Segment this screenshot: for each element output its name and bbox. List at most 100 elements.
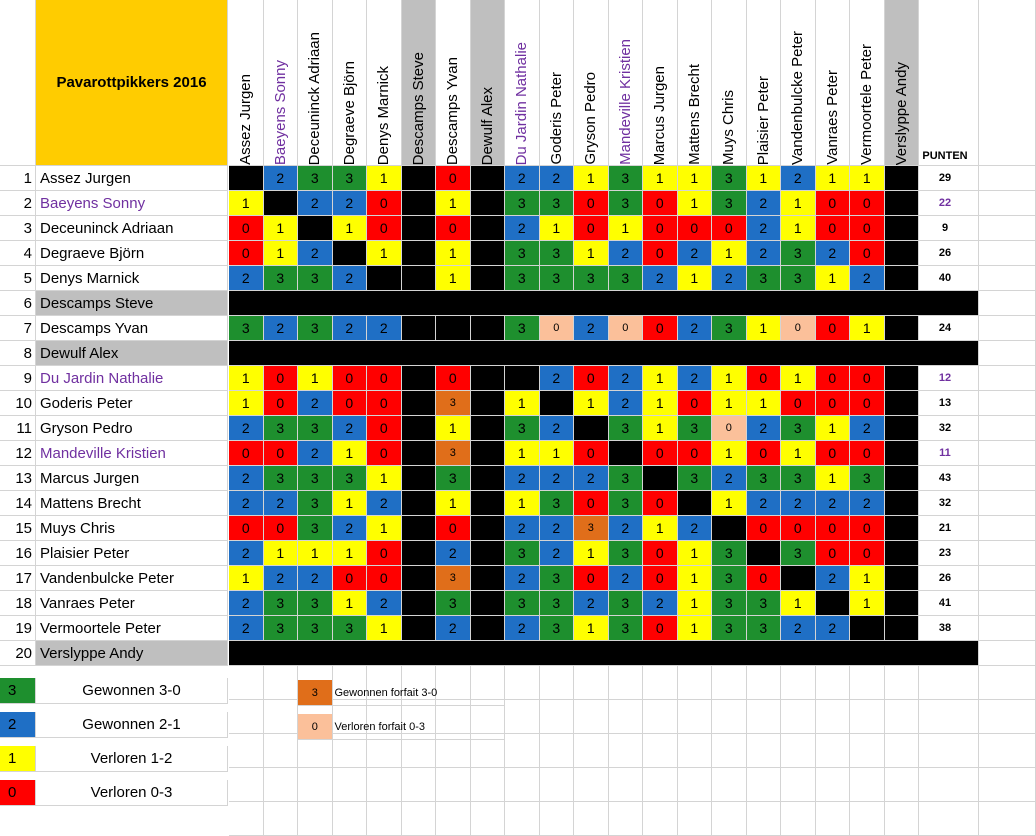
result-cell[interactable]: 2 bbox=[332, 191, 367, 216]
result-cell[interactable] bbox=[401, 391, 436, 416]
result-cell[interactable] bbox=[401, 566, 436, 591]
result-cell[interactable]: 2 bbox=[746, 241, 781, 266]
result-cell[interactable]: 1 bbox=[677, 166, 712, 191]
result-cell[interactable]: 2 bbox=[539, 541, 574, 566]
result-cell[interactable]: 0 bbox=[263, 391, 298, 416]
result-cell[interactable]: 1 bbox=[850, 566, 885, 591]
result-cell[interactable]: 0 bbox=[781, 391, 816, 416]
result-cell[interactable]: 1 bbox=[746, 391, 781, 416]
result-cell[interactable]: 1 bbox=[263, 241, 298, 266]
result-cell[interactable]: 0 bbox=[436, 216, 471, 241]
player-name[interactable]: Descamps Steve bbox=[36, 291, 228, 316]
result-cell[interactable]: 2 bbox=[574, 316, 609, 341]
result-cell[interactable]: 2 bbox=[746, 216, 781, 241]
result-cell[interactable] bbox=[884, 266, 919, 291]
result-cell[interactable]: 1 bbox=[229, 391, 264, 416]
result-cell[interactable]: 2 bbox=[367, 591, 402, 616]
result-cell[interactable] bbox=[608, 441, 643, 466]
result-cell[interactable]: 0 bbox=[574, 491, 609, 516]
result-cell[interactable]: 1 bbox=[436, 491, 471, 516]
result-cell[interactable]: 3 bbox=[712, 541, 747, 566]
result-cell[interactable]: 3 bbox=[505, 191, 540, 216]
result-cell[interactable]: 2 bbox=[298, 241, 333, 266]
column-header[interactable]: Mattens Brecht bbox=[677, 0, 712, 166]
result-cell[interactable]: 3 bbox=[436, 591, 471, 616]
result-cell[interactable]: 2 bbox=[815, 566, 850, 591]
result-cell[interactable]: 2 bbox=[815, 616, 850, 641]
result-cell[interactable]: 1 bbox=[574, 616, 609, 641]
result-cell[interactable]: 1 bbox=[263, 541, 298, 566]
result-cell[interactable] bbox=[401, 216, 436, 241]
result-cell[interactable]: 3 bbox=[712, 566, 747, 591]
result-cell[interactable]: 2 bbox=[677, 241, 712, 266]
result-cell[interactable] bbox=[677, 491, 712, 516]
result-cell[interactable] bbox=[401, 366, 436, 391]
result-cell[interactable]: 2 bbox=[263, 491, 298, 516]
result-cell[interactable]: 3 bbox=[677, 466, 712, 491]
result-cell[interactable] bbox=[884, 366, 919, 391]
result-cell[interactable]: 2 bbox=[539, 416, 574, 441]
result-cell[interactable] bbox=[401, 541, 436, 566]
result-cell[interactable]: 2 bbox=[229, 466, 264, 491]
result-cell[interactable]: 1 bbox=[539, 441, 574, 466]
result-cell[interactable]: 0 bbox=[815, 516, 850, 541]
result-cell[interactable]: 0 bbox=[367, 391, 402, 416]
result-cell[interactable]: 1 bbox=[229, 366, 264, 391]
result-cell[interactable]: 1 bbox=[298, 541, 333, 566]
result-cell[interactable]: 0 bbox=[850, 366, 885, 391]
result-cell[interactable]: 0 bbox=[850, 241, 885, 266]
result-cell[interactable]: 0 bbox=[643, 491, 678, 516]
result-cell[interactable]: 1 bbox=[815, 466, 850, 491]
result-cell[interactable]: 2 bbox=[574, 466, 609, 491]
result-cell[interactable]: 1 bbox=[332, 441, 367, 466]
result-cell[interactable]: 2 bbox=[815, 491, 850, 516]
result-cell[interactable]: 0 bbox=[436, 166, 471, 191]
result-cell[interactable]: 0 bbox=[436, 366, 471, 391]
result-cell[interactable]: 1 bbox=[643, 366, 678, 391]
column-header[interactable]: Baeyens Sonny bbox=[263, 0, 298, 166]
column-header[interactable]: Goderis Peter bbox=[539, 0, 574, 166]
result-cell[interactable]: 3 bbox=[505, 416, 540, 441]
result-cell[interactable]: 0 bbox=[367, 191, 402, 216]
result-cell[interactable]: 1 bbox=[505, 391, 540, 416]
result-cell[interactable]: 3 bbox=[436, 441, 471, 466]
result-cell[interactable]: 1 bbox=[677, 266, 712, 291]
result-cell[interactable] bbox=[470, 441, 505, 466]
result-cell[interactable]: 1 bbox=[229, 566, 264, 591]
result-cell[interactable]: 0 bbox=[815, 541, 850, 566]
result-cell[interactable] bbox=[470, 366, 505, 391]
result-cell[interactable] bbox=[229, 166, 264, 191]
result-cell[interactable]: 1 bbox=[677, 591, 712, 616]
column-header[interactable]: Vanraes Peter bbox=[815, 0, 850, 166]
result-cell[interactable] bbox=[884, 216, 919, 241]
result-cell[interactable]: 3 bbox=[332, 466, 367, 491]
result-cell[interactable]: 2 bbox=[746, 191, 781, 216]
result-cell[interactable]: 1 bbox=[436, 241, 471, 266]
result-cell[interactable]: 0 bbox=[367, 366, 402, 391]
result-cell[interactable]: 1 bbox=[815, 266, 850, 291]
result-cell[interactable]: 0 bbox=[229, 216, 264, 241]
result-cell[interactable]: 3 bbox=[746, 591, 781, 616]
result-cell[interactable]: 2 bbox=[539, 166, 574, 191]
result-cell[interactable]: 3 bbox=[298, 491, 333, 516]
player-name[interactable]: Plaisier Peter bbox=[36, 541, 228, 566]
result-cell[interactable]: 2 bbox=[608, 516, 643, 541]
result-cell[interactable]: 2 bbox=[505, 566, 540, 591]
result-cell[interactable]: 1 bbox=[712, 241, 747, 266]
result-cell[interactable]: 0 bbox=[850, 541, 885, 566]
player-name[interactable]: Du Jardin Nathalie bbox=[36, 366, 228, 391]
result-cell[interactable]: 2 bbox=[850, 491, 885, 516]
result-cell[interactable] bbox=[643, 466, 678, 491]
result-cell[interactable]: 3 bbox=[298, 266, 333, 291]
player-name[interactable]: Mandeville Kristien bbox=[36, 441, 228, 466]
result-cell[interactable]: 0 bbox=[815, 441, 850, 466]
result-cell[interactable] bbox=[884, 516, 919, 541]
result-cell[interactable]: 3 bbox=[781, 266, 816, 291]
result-cell[interactable]: 2 bbox=[229, 416, 264, 441]
player-name[interactable]: Marcus Jurgen bbox=[36, 466, 228, 491]
player-name[interactable]: Verslyppe Andy bbox=[36, 641, 228, 666]
result-cell[interactable]: 2 bbox=[608, 366, 643, 391]
result-cell[interactable] bbox=[470, 391, 505, 416]
column-header[interactable]: Descamps Yvan bbox=[436, 0, 471, 166]
result-cell[interactable]: 2 bbox=[574, 591, 609, 616]
